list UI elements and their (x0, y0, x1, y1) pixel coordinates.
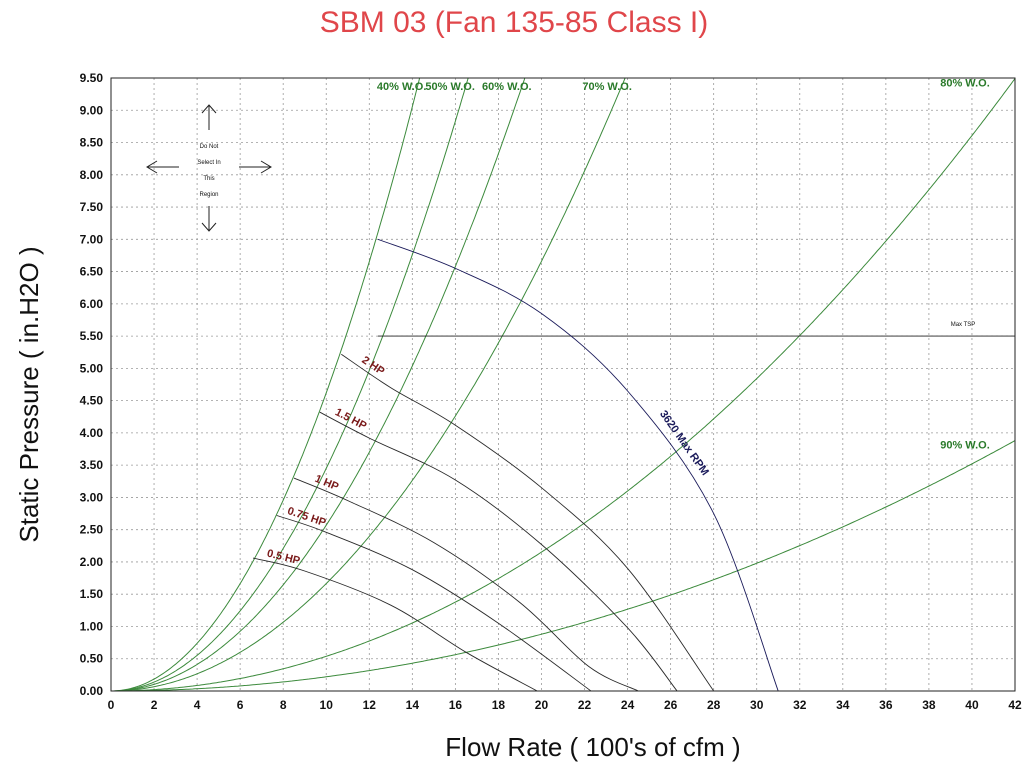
x-tick-label: 0 (108, 698, 115, 712)
y-tick-label: 8.50 (80, 136, 104, 150)
x-tick-label: 22 (578, 698, 592, 712)
system-curve (111, 78, 1016, 692)
x-tick-label: 38 (922, 698, 936, 712)
x-tick-label: 42 (1008, 698, 1022, 712)
y-tick-label: 7.50 (80, 200, 104, 214)
x-tick-label: 12 (363, 698, 377, 712)
y-tick-label: 3.00 (80, 490, 104, 504)
x-tick-label: 30 (750, 698, 764, 712)
curves (111, 77, 1016, 692)
region-note-line: This (203, 176, 214, 182)
hp-curve (341, 353, 715, 692)
system-curve-label: 40% W.O. (377, 81, 427, 93)
max-tsp-label: Max TSP (951, 322, 976, 328)
x-tick-label: 28 (707, 698, 721, 712)
system-curve-label: 60% W.O. (482, 81, 532, 93)
y-tick-label: 5.00 (80, 361, 104, 375)
system-curve (111, 77, 526, 692)
rpm-curve (377, 238, 779, 692)
y-tick-label: 9.50 (80, 71, 104, 85)
y-tick-label: 9.00 (80, 103, 104, 117)
arrow-down-icon (201, 222, 217, 232)
system-curve (111, 77, 469, 692)
x-tick-label: 32 (793, 698, 807, 712)
region-note-line: Region (199, 192, 218, 198)
plot-frame (110, 77, 1016, 692)
system-curve-label: 50% W.O. (425, 81, 475, 93)
y-tick-label: 3.50 (80, 458, 104, 472)
x-tick-label: 10 (320, 698, 334, 712)
region-note-line: Select In (197, 160, 220, 166)
y-tick-label: 7.00 (80, 232, 104, 246)
x-tick-label: 40 (965, 698, 979, 712)
x-tick-label: 16 (449, 698, 463, 712)
y-tick-label: 5.50 (80, 329, 104, 343)
y-tick-label: 8.00 (80, 168, 104, 182)
y-tick-label: 1.50 (80, 587, 104, 601)
y-axis-label: Static Pressure ( in.H2O ) (14, 246, 44, 542)
region-note-line: Do Not (200, 144, 219, 150)
grid (110, 77, 1016, 692)
x-tick-label: 20 (535, 698, 549, 712)
arrow-up-icon (201, 104, 217, 114)
x-tick-label: 8 (280, 698, 287, 712)
x-tick-label: 4 (194, 698, 201, 712)
hp-curve (276, 515, 592, 692)
system-curve (111, 440, 1016, 692)
y-tick-label: 1.00 (80, 619, 104, 633)
system-curve-label: 80% W.O. (940, 78, 990, 90)
x-tick-label: 18 (492, 698, 506, 712)
hp-curve-label: 1 HP (313, 473, 340, 494)
y-tick-label: 0.00 (80, 684, 104, 698)
x-axis-label: Flow Rate ( 100's of cfm ) (445, 732, 740, 762)
hp-curve (293, 477, 639, 692)
ticks: 0 2 4 6 8 10 12 14 16 18 20 22 24 26 28 30 32 34 36 38 40 420… (80, 71, 1022, 712)
hp-curve-label: 0.75 HP (286, 505, 327, 529)
x-tick-label: 24 (621, 698, 635, 712)
y-tick-label: 0.50 (80, 652, 104, 666)
y-tick-label: 2.00 (80, 555, 104, 569)
system-curve (111, 77, 421, 692)
arrow-right-icon (260, 160, 272, 174)
y-tick-label: 4.00 (80, 426, 104, 440)
x-tick-label: 6 (237, 698, 244, 712)
arrow-left-icon (146, 160, 158, 174)
system-curve-label: 70% W.O. (582, 81, 632, 93)
x-tick-label: 14 (406, 698, 420, 712)
y-tick-label: 2.50 (80, 523, 104, 537)
system-curve-label: 90% W.O. (940, 440, 990, 452)
hp-curve (319, 411, 678, 692)
x-tick-label: 2 (151, 698, 158, 712)
x-tick-label: 34 (836, 698, 850, 712)
x-tick-label: 36 (879, 698, 893, 712)
region-note: Do Not Select In This Region (146, 104, 272, 232)
system-curve (111, 77, 626, 692)
y-tick-label: 4.50 (80, 394, 104, 408)
hp-curve (252, 557, 538, 692)
rpm-curve-label: 3620 Max RPM (657, 408, 711, 477)
hp-curve-label: 2 HP (359, 354, 386, 378)
y-tick-label: 6.50 (80, 265, 104, 279)
y-tick-label: 6.00 (80, 297, 104, 311)
x-tick-label: 26 (664, 698, 678, 712)
chart-title: SBM 03 (Fan 135-85 Class I) (319, 6, 709, 39)
